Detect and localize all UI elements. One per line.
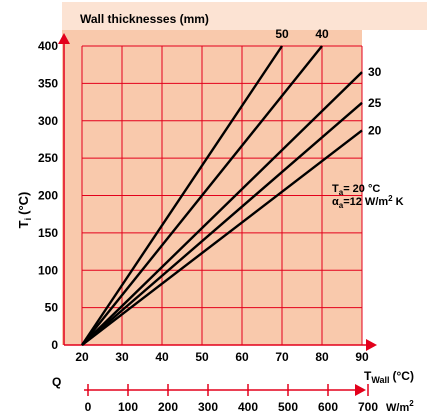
x-tick-label-70: 70: [275, 350, 289, 364]
tick-labels: 50 40 30 25 20 20 30 40 50 60 70 80 90 0 50 100 150 200 25…: [38, 27, 382, 364]
x-tick-label-60: 60: [235, 350, 249, 364]
q-tick-label-300: 300: [198, 400, 218, 414]
x-axis-title: TWall (°C): [364, 369, 414, 385]
q-tick-label-200: 200: [158, 400, 178, 414]
series-line-40: [81, 45, 323, 346]
y-axis-title-main: T: [16, 220, 31, 228]
plot-area: [62, 30, 362, 345]
chart-title: Wall thicknesses (mm): [80, 12, 209, 26]
y-axis-title-unit: (°C): [16, 192, 31, 215]
annotation-2-sup: 2: [388, 194, 393, 203]
annotation-1-sub: a: [339, 188, 344, 197]
x-tick-label-90: 90: [355, 350, 369, 364]
x-axis-title-sub: Wall: [371, 375, 389, 385]
annotation-line-1: Ta= 20 °C: [332, 183, 380, 197]
x-tick-label-50: 50: [195, 350, 209, 364]
annotation-line-2: αa=12 W/m2 K: [332, 194, 404, 210]
series-label-20: 20: [368, 123, 382, 137]
x-tick-label-40: 40: [155, 350, 169, 364]
series-label-40: 40: [315, 27, 329, 41]
y-tick-label-200: 200: [38, 189, 58, 203]
y-axis-title-sub: i: [23, 218, 33, 221]
series-line-25: [81, 101, 363, 346]
y-axis-arrow: [58, 33, 70, 44]
series-line-50: [81, 45, 283, 346]
q-tick-label-0: 0: [85, 400, 92, 414]
series-label-30: 30: [368, 65, 382, 79]
annotation-2-sub: a: [339, 201, 344, 210]
x-tick-label-30: 30: [115, 350, 129, 364]
annotation-2-rest: =12 W/m: [343, 196, 388, 208]
q-tick-label-400: 400: [238, 400, 258, 414]
y-tick-label-100: 100: [38, 263, 58, 277]
y-tick-label-300: 300: [38, 114, 58, 128]
q-tick-label-100: 100: [118, 400, 138, 414]
annotation-2-tail: K: [393, 196, 404, 208]
q-axis-unit-main: W/m: [386, 402, 409, 414]
q-tick-label-700: 700: [358, 400, 378, 414]
series-label-25: 25: [368, 96, 382, 110]
x-axis-arrow: [366, 339, 377, 351]
q-axis-unit-sup: 2: [409, 399, 414, 408]
series-group: [81, 45, 363, 346]
q-tick-label-500: 500: [278, 400, 298, 414]
y-axis-title: Ti (°C): [16, 192, 33, 229]
annotation-2-main: α: [332, 196, 339, 208]
header-band: [62, 2, 427, 30]
series-line-20: [81, 129, 363, 346]
y-tick-label-400: 400: [38, 39, 58, 53]
y-tick-label-250: 250: [38, 151, 58, 165]
q-tick-label-600: 600: [318, 400, 338, 414]
x-tick-label-20: 20: [75, 350, 89, 364]
y-tick-label-150: 150: [38, 226, 58, 240]
y-tick-label-350: 350: [38, 76, 58, 90]
axes: [58, 33, 377, 351]
x-axis-title-main: T: [364, 369, 372, 383]
series-line-30: [81, 71, 363, 346]
y-tick-label-50: 50: [45, 301, 59, 315]
y-tick-label-0: 0: [51, 338, 58, 352]
q-axis-arrow: [355, 384, 366, 396]
annotation-1-rest: = 20 °C: [343, 183, 380, 195]
x-tick-label-80: 80: [315, 350, 329, 364]
q-axis-unit: W/m2: [386, 399, 414, 414]
q-axis: 0 100 200 300 400 500 600 700: [84, 384, 378, 414]
x-axis-title-unit: (°C): [393, 369, 414, 383]
annotation-1-main: T: [332, 183, 339, 195]
series-label-50: 50: [275, 27, 289, 41]
q-axis-label: Q: [52, 375, 61, 389]
